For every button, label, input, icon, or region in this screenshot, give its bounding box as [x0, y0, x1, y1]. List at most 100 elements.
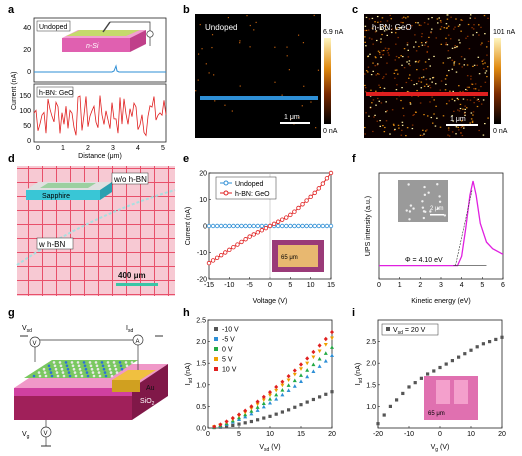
panel-h-point: [299, 379, 303, 383]
current-speck: [440, 21, 442, 23]
current-speck: [453, 61, 456, 63]
panel-h-point: [262, 416, 266, 420]
panel-e-point: [316, 223, 321, 229]
current-speck: [459, 42, 461, 44]
panel-e-ylabel: Current (nA): [185, 207, 192, 246]
panel-e-point: [284, 223, 289, 229]
panel-e-point: [304, 223, 309, 229]
panel-c-scalebar-label: 1 μm: [450, 116, 466, 123]
panel-h-point: [305, 400, 309, 404]
panel-h-xlabel: Vsd (V): [259, 444, 280, 453]
panel-h-point: [324, 392, 328, 396]
current-speck: [447, 57, 449, 59]
panel-h-xtick-label: 0: [206, 431, 210, 438]
current-speck: [249, 24, 251, 27]
panel-h-point: [249, 419, 253, 424]
current-speck: [402, 55, 404, 58]
current-speck: [464, 108, 466, 111]
panel-c-map: [364, 14, 490, 138]
panel-h-point: [255, 402, 260, 407]
panel-i-xtick-label: 0: [438, 431, 442, 438]
lattice-atom: [38, 374, 42, 378]
panel-e-point: [312, 223, 317, 229]
current-speck: [412, 114, 414, 116]
panel-f-xtick-label: 2: [418, 282, 422, 289]
current-speck: [385, 73, 387, 75]
current-speck: [201, 48, 203, 50]
current-speck: [381, 77, 384, 80]
current-speck: [426, 51, 429, 53]
panel-a-xtick: 5: [161, 145, 165, 152]
current-speck: [453, 110, 455, 112]
lattice-atom: [120, 367, 124, 371]
current-speck: [429, 65, 431, 67]
current-speck: [482, 63, 484, 65]
panel-e-point: [239, 239, 244, 245]
panel-i-ylabel: Isd (nA): [355, 363, 364, 385]
panel-e-point: [324, 223, 330, 229]
panel-g-a-symbol: A: [136, 339, 140, 345]
particle-speck: [438, 200, 442, 203]
panel-h-point: [274, 412, 278, 416]
panel-h-ytick-label: 1.5: [196, 361, 206, 368]
current-speck: [475, 31, 478, 34]
current-speck: [365, 45, 367, 47]
current-speck: [377, 50, 380, 52]
panel-e-point: [235, 223, 240, 229]
current-speck: [375, 57, 377, 59]
current-speck: [425, 78, 428, 81]
current-speck: [396, 69, 398, 71]
panel-h-point: [212, 424, 217, 429]
current-speck: [427, 85, 429, 87]
current-speck: [443, 27, 446, 29]
current-speck: [477, 56, 480, 58]
panel-h-point: [225, 424, 229, 428]
lattice-atom: [112, 361, 116, 364]
current-speck: [457, 25, 460, 27]
current-speck: [469, 122, 471, 124]
current-speck: [364, 126, 366, 129]
current-speck: [381, 50, 383, 52]
current-speck: [444, 44, 447, 46]
panel-h-point: [286, 383, 291, 387]
panel-h-point: [249, 406, 254, 411]
current-speck: [477, 98, 479, 100]
current-speck: [463, 127, 465, 129]
current-speck: [478, 129, 480, 132]
panel-f-xtick-label: 6: [501, 282, 505, 289]
current-speck: [424, 44, 426, 46]
panel-f-spectrum: [379, 180, 504, 267]
particle-speck: [422, 210, 426, 213]
current-speck: [463, 125, 465, 127]
panel-i-point: [444, 362, 448, 366]
current-speck: [369, 106, 372, 108]
current-speck: [444, 78, 447, 80]
current-speck: [426, 50, 429, 53]
panel-e-legend-hbn: h-BN: GeO: [235, 191, 270, 198]
current-speck: [382, 54, 385, 56]
panel-i-point: [395, 398, 399, 402]
current-speck: [391, 109, 394, 111]
panel-c-cmax: 101 nA: [493, 29, 516, 36]
current-speck: [377, 21, 379, 23]
panel-h-point: [305, 374, 310, 379]
tip-icon: [102, 21, 111, 33]
panel-h-point: [268, 400, 272, 405]
panel-i-point: [469, 348, 473, 352]
lattice-atom: [42, 367, 46, 371]
current-speck: [401, 64, 403, 66]
current-speck: [442, 115, 445, 117]
current-speck: [422, 69, 425, 71]
particle-speck: [407, 183, 410, 186]
current-speck: [464, 111, 466, 114]
panel-h-point: [317, 343, 322, 348]
current-speck: [401, 121, 404, 123]
lattice-atom: [83, 364, 87, 368]
current-speck: [437, 22, 439, 24]
lattice-atom: [74, 374, 78, 378]
current-speck: [444, 89, 447, 91]
current-speck: [426, 115, 429, 117]
panel-h-xtick-label: 10: [266, 431, 274, 438]
current-speck: [372, 99, 375, 101]
panel-h-point: [330, 336, 334, 341]
